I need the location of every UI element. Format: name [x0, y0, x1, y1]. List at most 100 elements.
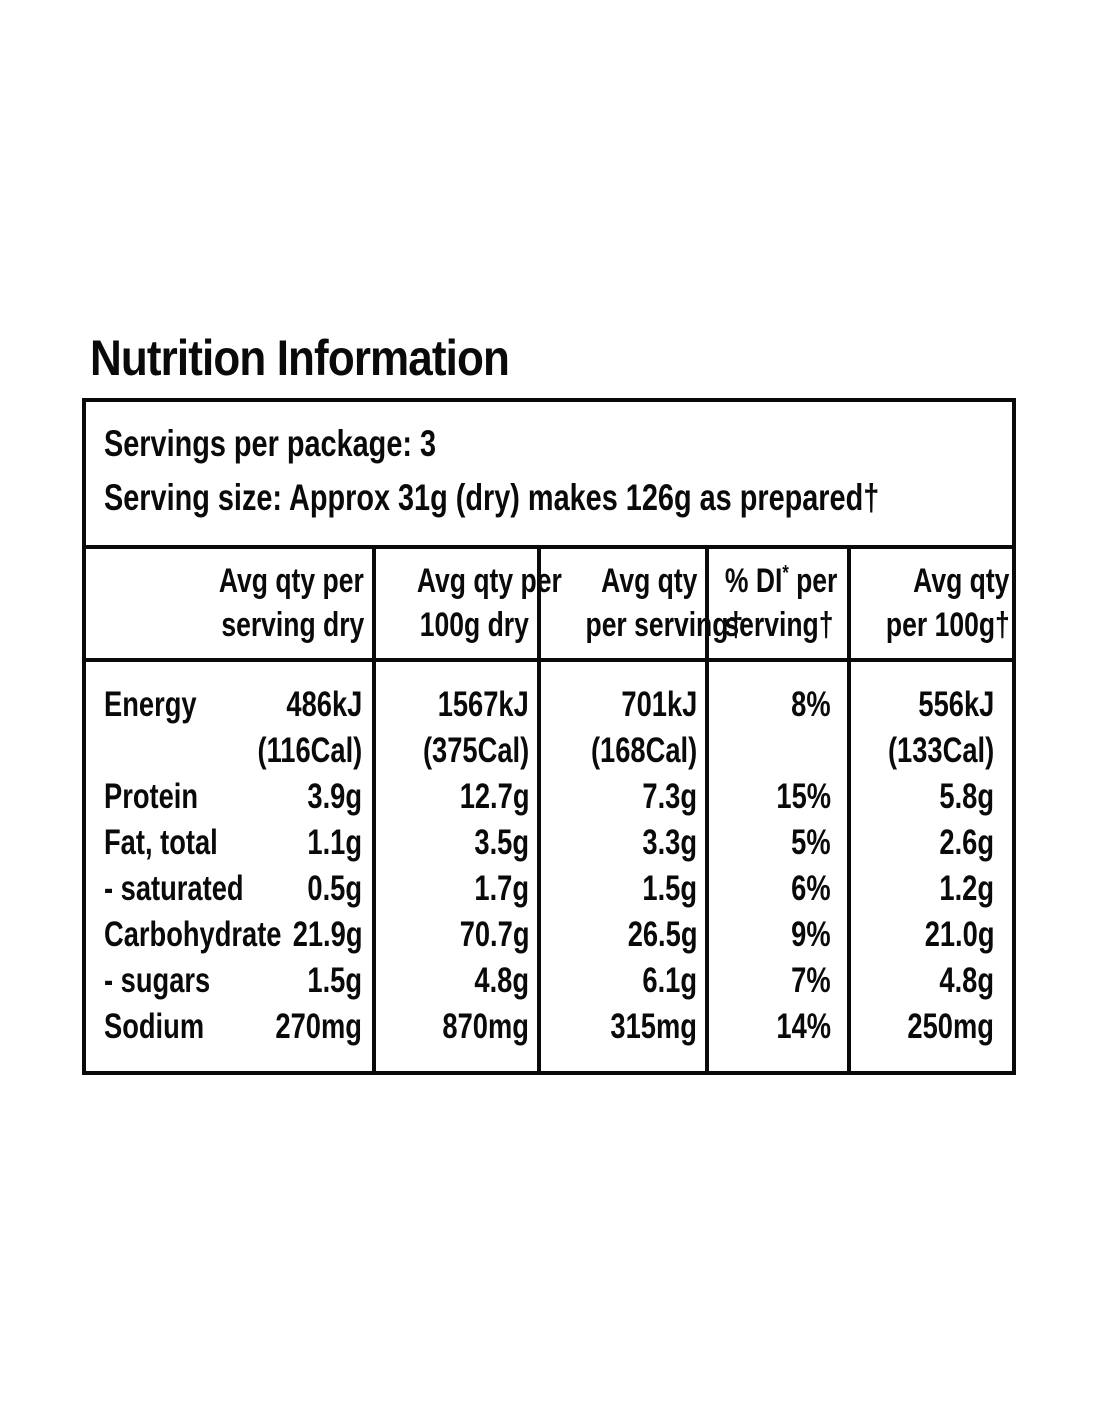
value-sugars-serving-dry: 1.5g	[307, 961, 362, 1000]
header-serving-dry-line2: serving dry	[221, 606, 364, 644]
row-energy-cal-col5: (133Cal)	[851, 728, 1012, 774]
value-sugars-di: 7%	[791, 961, 831, 1000]
value-carbohydrate-per-serving: 26.5g	[627, 915, 697, 954]
value-fat-100g-dry: 3.5g	[474, 823, 529, 862]
value-saturated-per-serving: 1.5g	[642, 869, 697, 908]
row-sugars-col5: 4.8g	[851, 958, 1012, 1004]
header-per-serving: Avg qty per serving†	[537, 549, 743, 658]
value-carbohydrate-per-100g: 21.0g	[924, 915, 994, 954]
serving-size-text: Serving size: Approx 31g (dry) makes 126…	[104, 477, 880, 518]
row-carbohydrate-col2: 70.7g	[376, 912, 537, 958]
column-di-per-serving: 8% 15% 5% 6% 9% 7% 14%	[705, 662, 847, 1071]
page-title: Nutrition Information	[90, 332, 1016, 384]
row-sodium-col1: Sodium 270mg	[86, 1004, 372, 1050]
row-carbohydrate-col4: 9%	[709, 912, 847, 958]
value-saturated-per-100g: 1.2g	[939, 869, 994, 908]
header-100g-dry: Avg qty per 100g dry	[372, 549, 562, 658]
value-sodium-di: 14%	[776, 1007, 831, 1046]
row-energy-col2: 1567kJ	[376, 682, 537, 728]
column-per-serving: 701kJ (168Cal) 7.3g 3.3g 1.5g 26.5g 6.1g…	[537, 662, 705, 1071]
row-sugars-col1: - sugars 1.5g	[86, 958, 372, 1004]
row-saturated-col2: 1.7g	[376, 866, 537, 912]
header-100g-dry-line2: 100g dry	[419, 606, 529, 644]
row-fat-col4: 5%	[709, 820, 847, 866]
value-carbohydrate-di: 9%	[791, 915, 831, 954]
value-carbohydrate-100g-dry: 70.7g	[459, 915, 529, 954]
nutrient-label-carbohydrate: Carbohydrate	[104, 915, 282, 954]
value-sugars-per-serving: 6.1g	[642, 961, 697, 1000]
row-protein-col3: 7.3g	[541, 774, 705, 820]
column-per-100g: 556kJ (133Cal) 5.8g 2.6g 1.2g 21.0g 4.8g…	[847, 662, 1012, 1071]
nutrient-label-fat: Fat, total	[104, 823, 218, 862]
value-fat-di: 5%	[791, 823, 831, 862]
row-energy-col5: 556kJ	[851, 682, 1012, 728]
value-sodium-serving-dry: 270mg	[275, 1007, 362, 1046]
row-carbohydrate-col1: Carbohydrate 21.9g	[86, 912, 372, 958]
value-saturated-di: 6%	[791, 869, 831, 908]
header-per-100g-line1: Avg qty	[913, 562, 1010, 600]
value-energy-per-100g: 556kJ	[918, 685, 994, 724]
value-saturated-serving-dry: 0.5g	[307, 869, 362, 908]
value-fat-serving-dry: 1.1g	[307, 823, 362, 862]
nutrient-label-sugars: - sugars	[104, 961, 211, 1000]
value-protein-serving-dry: 3.9g	[307, 777, 362, 816]
header-per-serving-line1: Avg qty	[600, 562, 697, 600]
value-energy-cal-per-serving: (168Cal)	[590, 731, 697, 770]
row-fat-col2: 3.5g	[376, 820, 537, 866]
row-sugars-col3: 6.1g	[541, 958, 705, 1004]
value-fat-per-100g: 2.6g	[939, 823, 994, 862]
value-energy-per-serving: 701kJ	[621, 685, 697, 724]
value-protein-per-100g: 5.8g	[939, 777, 994, 816]
row-sodium-col4: 14%	[709, 1004, 847, 1050]
serving-size-line: Serving size: Approx 31g (dry) makes 126…	[104, 471, 994, 525]
row-energy-cal-col2: (375Cal)	[376, 728, 537, 774]
serving-info-section: Servings per package: 3 Serving size: Ap…	[86, 402, 1012, 549]
nutrient-label-saturated: - saturated	[104, 869, 244, 908]
value-carbohydrate-serving-dry: 21.9g	[292, 915, 362, 954]
row-sodium-col3: 315mg	[541, 1004, 705, 1050]
header-per-100g: Avg qty per 100g†	[847, 549, 1018, 658]
nutrient-label-protein: Protein	[104, 777, 199, 816]
nutrient-label-sodium: Sodium	[104, 1007, 205, 1046]
header-di-post: per	[788, 562, 838, 600]
table-header-row: Avg qty per serving dry Avg qty per 100g…	[86, 549, 1012, 662]
value-fat-per-serving: 3.3g	[642, 823, 697, 862]
row-sugars-col2: 4.8g	[376, 958, 537, 1004]
value-energy-cal-per-100g: (133Cal)	[887, 731, 994, 770]
row-energy-cal-col3: (168Cal)	[541, 728, 705, 774]
row-saturated-col5: 1.2g	[851, 866, 1012, 912]
row-energy-col1: Energy 486kJ	[86, 682, 372, 728]
header-di-line1: % DI* per	[725, 559, 838, 603]
row-energy-col3: 701kJ	[541, 682, 705, 728]
value-sugars-100g-dry: 4.8g	[474, 961, 529, 1000]
value-energy-cal-100g-dry: (375Cal)	[422, 731, 529, 770]
row-carbohydrate-col5: 21.0g	[851, 912, 1012, 958]
value-sodium-100g-dry: 870mg	[442, 1007, 529, 1046]
header-di-per-serving: % DI* per serving†	[705, 549, 847, 658]
nutrition-content: Nutrition Information Servings per packa…	[82, 332, 1016, 1075]
header-di-line2: serving†	[724, 606, 834, 644]
value-sodium-per-serving: 315mg	[610, 1007, 697, 1046]
nutrient-label-energy: Energy	[104, 685, 197, 724]
servings-per-package-line: Servings per package: 3	[104, 417, 994, 471]
row-energy-cal-col1: (116Cal)	[86, 728, 372, 774]
page-title-text: Nutrition Information	[90, 330, 510, 386]
header-100g-dry-line1: Avg qty per	[416, 562, 562, 600]
value-saturated-100g-dry: 1.7g	[474, 869, 529, 908]
row-energy-col4: 8%	[709, 682, 847, 728]
servings-per-package-text: Servings per package: 3	[104, 423, 437, 464]
row-protein-col5: 5.8g	[851, 774, 1012, 820]
row-fat-col5: 2.6g	[851, 820, 1012, 866]
row-fat-col3: 3.3g	[541, 820, 705, 866]
header-per-100g-line2: per 100g†	[885, 606, 1010, 644]
row-fat-col1: Fat, total 1.1g	[86, 820, 372, 866]
header-serving-dry-line1: Avg qty per	[219, 562, 364, 600]
row-protein-col4: 15%	[709, 774, 847, 820]
value-energy-serving-dry: 486kJ	[286, 685, 362, 724]
value-sugars-per-100g: 4.8g	[939, 961, 994, 1000]
row-energy-cal-col4	[709, 728, 847, 774]
column-nutrient-serving-dry: Energy 486kJ (116Cal) Protein 3.9g Fat, to…	[86, 662, 372, 1071]
row-carbohydrate-col3: 26.5g	[541, 912, 705, 958]
value-protein-100g-dry: 12.7g	[459, 777, 529, 816]
